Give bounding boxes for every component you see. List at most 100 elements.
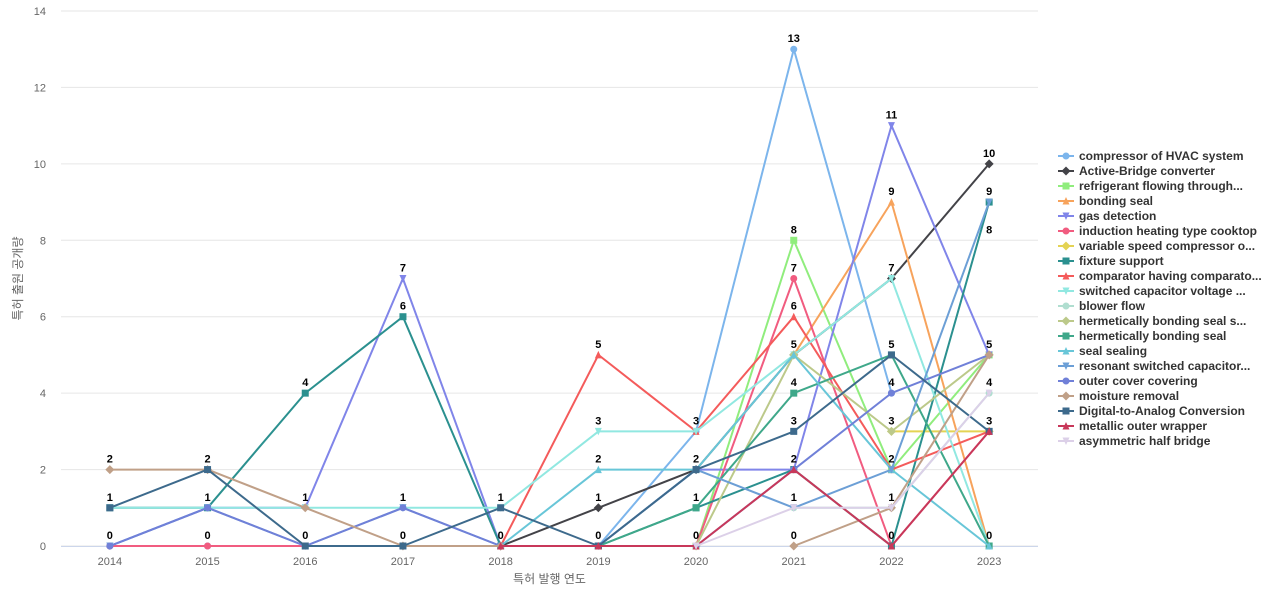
data-point (790, 504, 798, 512)
data-point (790, 389, 798, 397)
data-label: 5 (595, 339, 601, 351)
legend-item[interactable]: induction heating type cooktop (1058, 224, 1257, 238)
data-label: 0 (400, 530, 406, 542)
data-label: 4 (302, 377, 309, 389)
legend-marker (1062, 152, 1070, 160)
legend-marker (1062, 362, 1070, 370)
y-tick-label: 0 (40, 541, 46, 553)
data-label: 2 (595, 454, 601, 466)
data-point (886, 426, 896, 436)
legend-item[interactable]: Digital-to-Analog Conversion (1058, 404, 1245, 418)
legend-label: compressor of HVAC system (1079, 149, 1244, 163)
series-4 (106, 122, 993, 550)
series-18 (497, 427, 993, 550)
legend-marker (1061, 166, 1071, 176)
legend-marker (1062, 422, 1070, 430)
data-point (887, 542, 895, 550)
legend-label: moisture removal (1079, 389, 1179, 403)
data-point (985, 198, 993, 207)
data-point (301, 389, 309, 397)
data-label: 0 (498, 530, 504, 542)
data-point (204, 504, 212, 512)
data-point (790, 350, 798, 359)
data-point (692, 466, 700, 474)
data-point (399, 542, 407, 550)
data-label: 10 (983, 148, 995, 160)
legend-item[interactable]: Active-Bridge converter (1058, 164, 1215, 178)
legend-item[interactable]: variable speed compressor o... (1058, 239, 1255, 253)
data-label: 13 (788, 33, 800, 45)
legend-item[interactable]: asymmetric half bridge (1058, 434, 1211, 448)
data-point (594, 350, 602, 359)
legend-item[interactable]: outer cover covering (1058, 374, 1198, 388)
legend-item[interactable]: seal sealing (1058, 344, 1147, 358)
data-point (790, 427, 798, 435)
legend-item[interactable]: moisture removal (1058, 389, 1179, 403)
y-tick-label: 10 (34, 159, 46, 171)
data-label: 0 (986, 530, 992, 542)
legend-marker (1061, 391, 1071, 401)
series-line (108, 353, 991, 547)
legend-item[interactable]: gas detection (1058, 209, 1156, 223)
data-label: 7 (400, 263, 406, 275)
data-point (301, 542, 309, 550)
legend-label: fixture support (1079, 254, 1164, 268)
legend-label: variable speed compressor o... (1079, 239, 1255, 253)
data-label: 0 (595, 530, 601, 542)
data-point (692, 542, 700, 550)
legend-label: seal sealing (1079, 344, 1147, 358)
data-point (594, 427, 602, 436)
legend-item[interactable]: fixture support (1058, 254, 1164, 268)
data-point (593, 503, 603, 513)
data-label: 6 (400, 301, 406, 313)
data-label: 0 (888, 530, 894, 542)
x-tick-label: 2017 (391, 556, 415, 568)
data-point (887, 198, 895, 206)
data-point (887, 466, 895, 474)
y-axis-title: 특허 출원 공개량 (11, 237, 25, 321)
data-label: 0 (791, 530, 797, 542)
data-point (789, 541, 799, 551)
legend-item[interactable]: compressor of HVAC system (1058, 149, 1244, 163)
legend-item[interactable]: comparator having comparato... (1058, 269, 1262, 283)
data-label: 1 (204, 492, 210, 504)
data-point (594, 542, 602, 550)
data-label: 0 (107, 530, 113, 542)
data-point (497, 504, 505, 512)
legend-item[interactable]: metallic outer wrapper (1058, 419, 1207, 433)
data-label: 0 (204, 530, 210, 542)
data-label: 8 (986, 224, 992, 236)
legend-label: blower flow (1079, 299, 1146, 313)
data-point (985, 427, 993, 435)
legend-item[interactable]: refrigerant flowing through... (1058, 179, 1243, 193)
data-label: 5 (791, 339, 797, 351)
legend-label: Digital-to-Analog Conversion (1079, 404, 1245, 418)
legend-item[interactable]: bonding seal (1058, 194, 1153, 208)
legend-marker (1062, 257, 1070, 265)
series-layer (105, 45, 994, 551)
legend-marker (1062, 272, 1070, 280)
legend-item[interactable]: resonant switched capacitor... (1058, 359, 1250, 373)
x-axis-title: 특허 발행 연도 (513, 571, 586, 586)
data-label: 3 (595, 415, 601, 427)
legend-item[interactable]: hermetically bonding seal (1058, 329, 1226, 343)
data-label: 11 (886, 110, 898, 122)
data-point (399, 275, 407, 283)
data-point (300, 503, 310, 513)
data-label: 1 (791, 492, 797, 504)
series-0 (106, 45, 895, 550)
data-point (985, 542, 993, 550)
data-label: 1 (693, 492, 699, 504)
series-line (499, 315, 991, 547)
legend-label: asymmetric half bridge (1079, 434, 1211, 448)
legend-item[interactable]: hermetically bonding seal s... (1058, 314, 1246, 328)
series-line (499, 430, 991, 547)
legend-item[interactable]: blower flow (1058, 299, 1146, 313)
legend-label: induction heating type cooktop (1079, 224, 1257, 238)
legend-item[interactable]: switched capacitor voltage ... (1058, 284, 1246, 298)
data-label: 7 (888, 263, 894, 275)
x-tick-label: 2014 (98, 556, 122, 568)
y-axis-ticks: 0 2 4 6 8 10 12 14 (34, 6, 46, 553)
